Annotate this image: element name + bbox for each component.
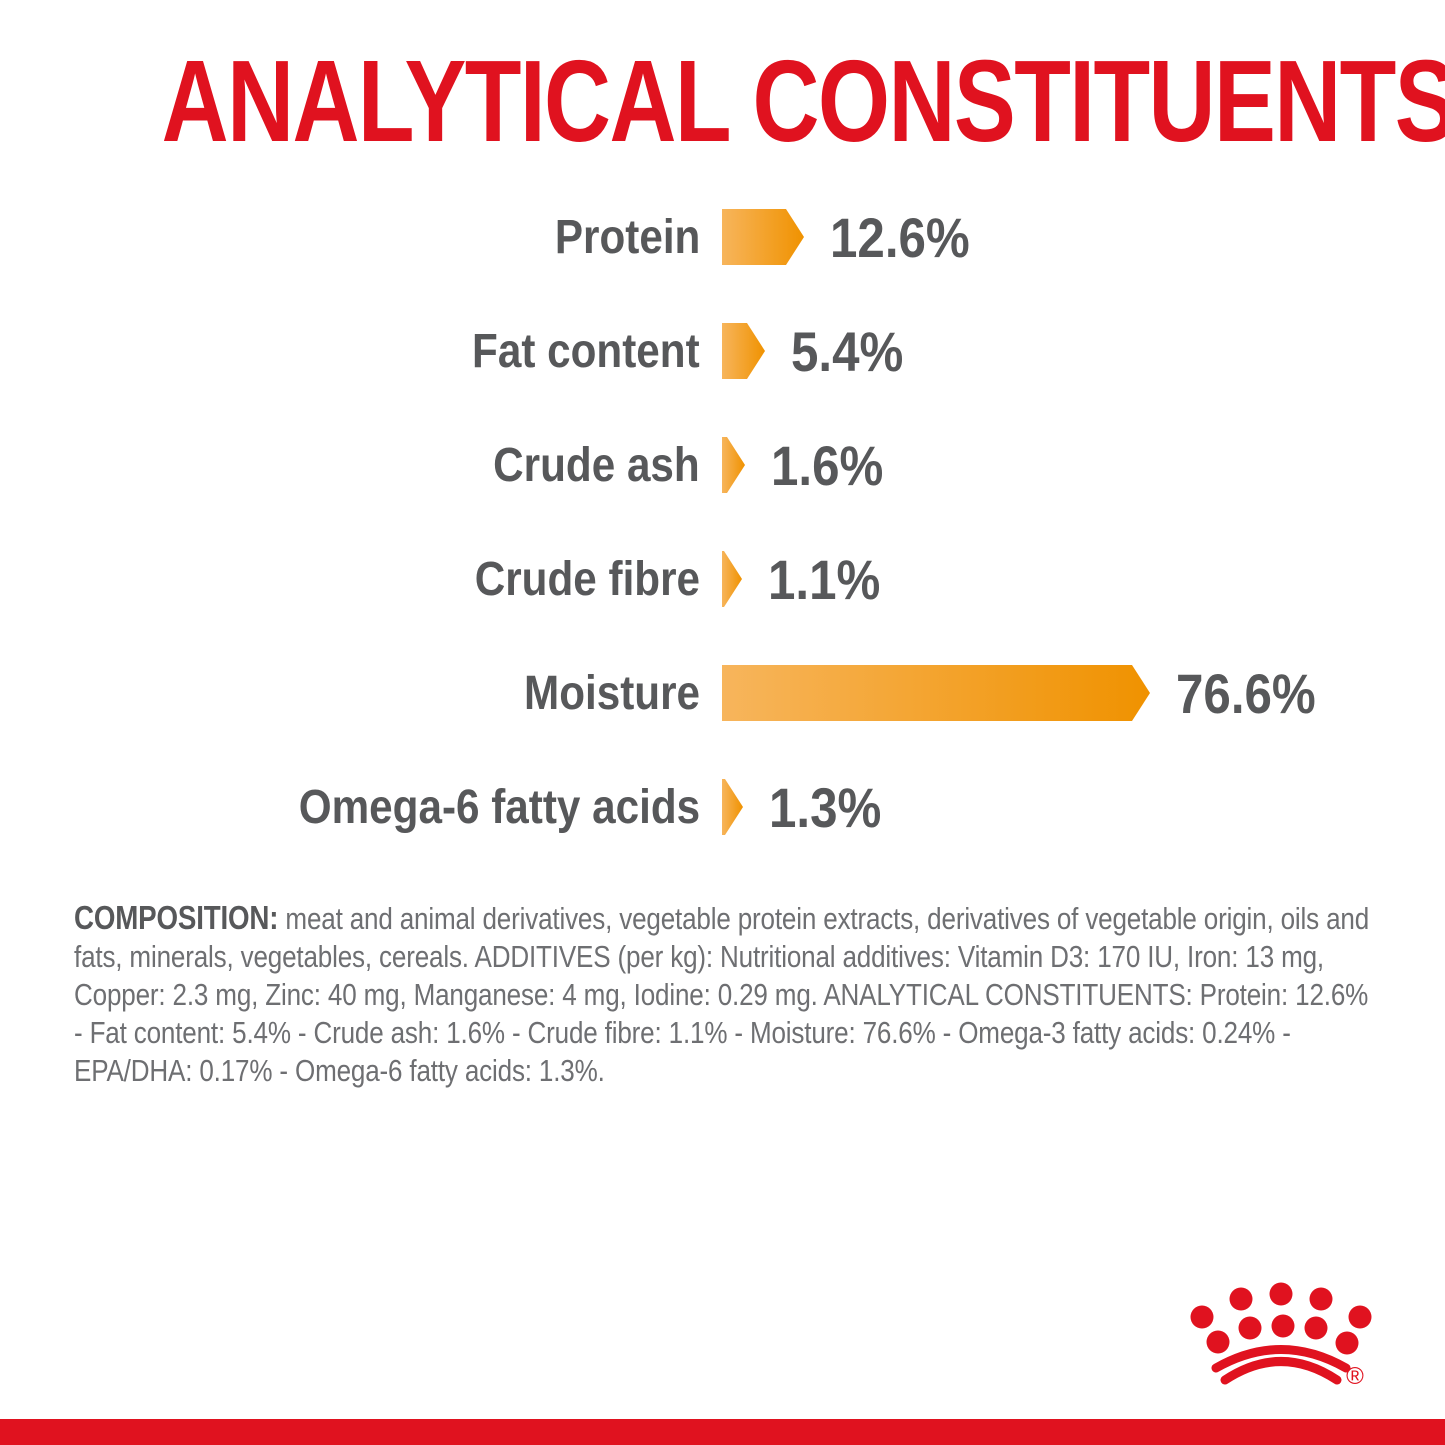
footer-red-bar: [0, 1419, 1445, 1445]
constituent-label: Omega-6 fatty acids: [298, 780, 700, 834]
constituent-value: 1.3%: [769, 775, 882, 839]
constituent-value: 5.4%: [791, 319, 904, 383]
constituent-label: Fat content: [472, 324, 700, 378]
constituent-bar: [722, 779, 743, 835]
constituent-bar: [722, 665, 1150, 721]
constituent-value: 1.6%: [771, 433, 884, 497]
registered-mark: ®: [1346, 1363, 1364, 1390]
chart-row: Crude ash 1.6%: [0, 408, 1445, 522]
royal-canin-crown-logo: ®: [1190, 1282, 1372, 1390]
composition-heading: COMPOSITION:: [74, 899, 279, 936]
chart-row: Omega-6 fatty acids 1.3%: [0, 750, 1445, 864]
constituents-chart: Protein 12.6% Fat content 5.4% Crude ash 1.6%…: [0, 180, 1445, 864]
constituent-bar: [722, 209, 804, 265]
chart-row: Crude fibre 1.1%: [0, 522, 1445, 636]
crown-arcs: [1211, 1345, 1351, 1385]
constituent-bar: [722, 437, 745, 493]
constituent-value: 12.6%: [830, 205, 970, 269]
composition-body: meat and animal derivatives, vegetable p…: [74, 901, 1370, 1088]
constituent-value: 76.6%: [1176, 661, 1316, 725]
page-title: ANALYTICAL CONSTITUENTS: [161, 36, 1445, 166]
crown-pearls: [1190, 1282, 1372, 1355]
constituent-bar: [722, 551, 742, 607]
composition-text: COMPOSITION: meat and animal derivatives…: [74, 899, 1374, 1090]
constituent-value: 1.1%: [768, 547, 881, 611]
chart-row: Fat content 5.4%: [0, 294, 1445, 408]
constituent-label: Protein: [554, 210, 700, 264]
constituent-bar: [722, 323, 765, 379]
constituent-label: Crude fibre: [474, 552, 700, 606]
constituent-label: Crude ash: [493, 438, 700, 492]
chart-row: Protein 12.6%: [0, 180, 1445, 294]
constituent-label: Moisture: [523, 666, 700, 720]
chart-row: Moisture 76.6%: [0, 636, 1445, 750]
